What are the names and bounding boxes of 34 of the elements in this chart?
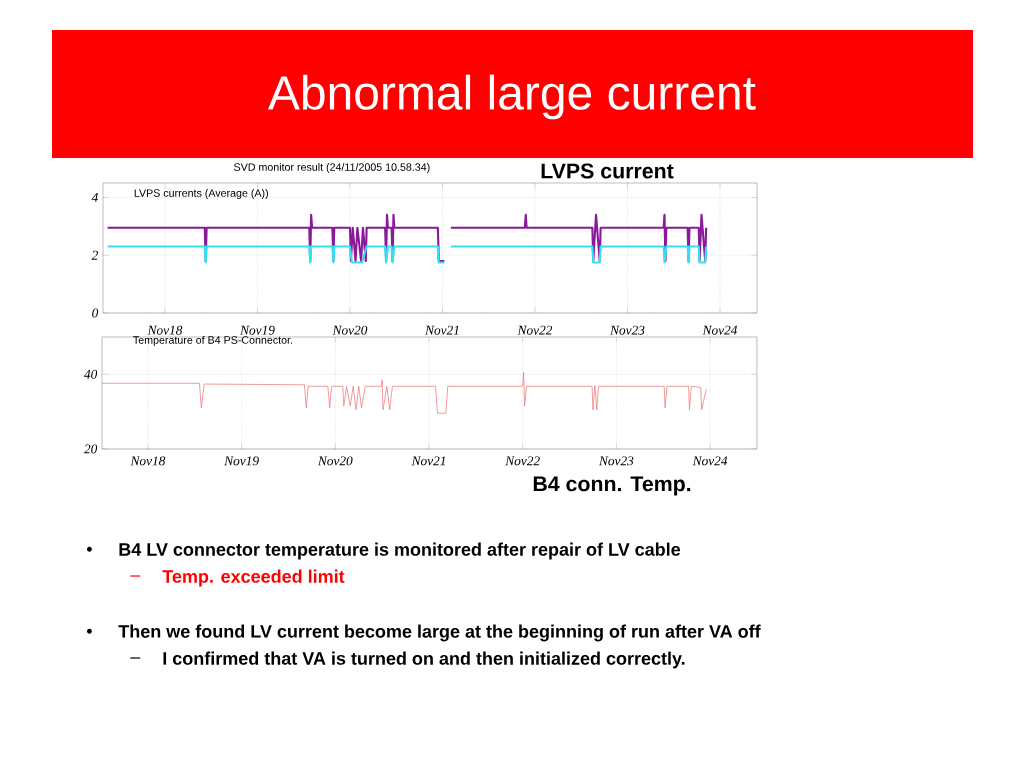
text: –: [130, 575, 141, 577]
x-tick-label: Nov20: [317, 456, 353, 466]
x-tick-label: Nov23: [609, 325, 645, 335]
x-tick-label: Nov24: [692, 456, 728, 466]
text: LVPS currents (Average (A)): [134, 189, 268, 199]
line-series: [102, 372, 707, 414]
x-tick-label: Nov20: [332, 325, 368, 335]
text: Temp. exceeded limit: [162, 569, 345, 587]
y-tick-label: 4: [91, 193, 98, 202]
text: B4 LV connector temperature is monitored after repair of LV cable: [119, 542, 681, 560]
chart-title: SVD monitor result (24/11/2005 10.58.34): [234, 163, 430, 173]
text: I confirmed that VA is turned on and then initialized correctly.: [163, 651, 685, 669]
text: B4 conn. Temp.: [533, 476, 691, 496]
text: Abnormal large current: [267, 74, 756, 120]
text: Then we found LV current become large at the beginning of run after VA off: [118, 624, 761, 642]
text: •: [86, 628, 92, 634]
y-tick-label: 20: [83, 444, 98, 454]
y-tick-label: 2: [91, 250, 98, 260]
x-tick-label: Nov24: [702, 325, 738, 335]
chart-title: Temperature of B4 PS-Connector.: [133, 335, 292, 346]
x-tick-label: Nov19: [224, 456, 259, 466]
x-tick-label: Nov22: [517, 325, 553, 335]
text: –: [130, 657, 141, 659]
x-tick-label: Nov21: [411, 456, 445, 466]
x-tick-label: Nov22: [505, 456, 540, 466]
y-tick-label: 40: [84, 369, 98, 379]
x-tick-label: Nov19: [239, 325, 275, 335]
text: LVPS current: [541, 163, 674, 179]
x-tick-label: Nov21: [424, 325, 459, 335]
x-tick-label: Nov18: [130, 456, 166, 466]
y-tick-label: 0: [92, 308, 99, 318]
x-tick-label: Nov23: [598, 456, 634, 466]
text: •: [86, 546, 92, 552]
x-tick-label: Nov18: [147, 325, 183, 335]
